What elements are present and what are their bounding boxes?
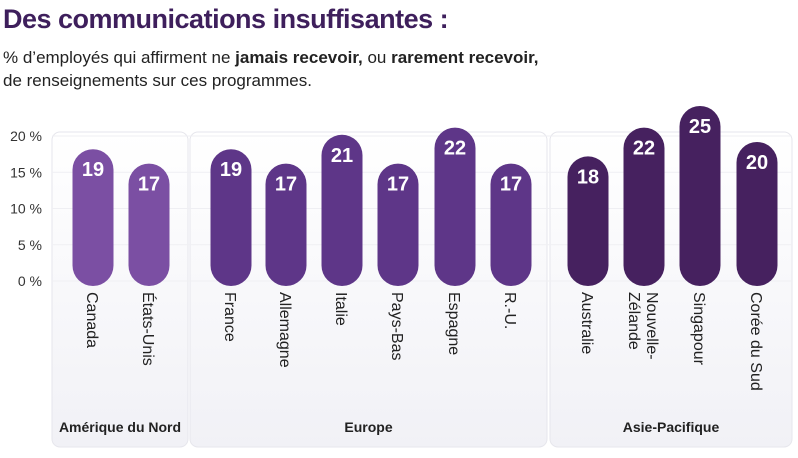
group-label: Asie-Pacifique (623, 419, 720, 435)
category-label: Canada (83, 292, 100, 348)
bar-value-label: 17 (387, 174, 409, 196)
bar (321, 134, 363, 286)
bar-value-label: 17 (138, 174, 160, 196)
y-tick-label: 5 % (18, 237, 42, 253)
category-label: Espagne (445, 292, 462, 355)
bar-value-label: 21 (331, 145, 353, 167)
bar-value-label: 19 (220, 159, 242, 181)
bar (128, 163, 170, 286)
y-tick-label: 15 % (10, 164, 42, 180)
category-label: Allemagne (276, 292, 293, 368)
bar (72, 149, 114, 286)
bar-value-label: 19 (82, 159, 104, 181)
subtitle-bold-never: jamais recevoir, (235, 48, 363, 67)
subtitle-bold-rarely: rarement recevoir, (391, 48, 539, 67)
category-label: Zélande (625, 292, 642, 350)
bar-value-label: 22 (633, 138, 655, 160)
y-tick-label: 0 % (18, 273, 42, 289)
bar (265, 163, 307, 286)
group-panel (549, 131, 793, 448)
category-label: R.-U. (501, 292, 518, 329)
category-label: Australie (578, 292, 595, 354)
category-label: France (221, 292, 238, 342)
bar-value-label: 22 (444, 138, 466, 160)
y-tick-label: 10 % (10, 201, 42, 217)
category-label: Pays-Bas (388, 292, 405, 360)
y-tick-label: 20 % (10, 128, 42, 144)
bar-value-label: 18 (577, 166, 599, 188)
category-label: Singapour (690, 292, 707, 366)
subtitle-text: ou (362, 48, 392, 67)
category-label: Italie (332, 292, 349, 326)
bar (210, 149, 252, 286)
bar (490, 163, 532, 286)
category-label: Corée du Sud (747, 292, 764, 391)
bar-value-label: 20 (746, 152, 768, 174)
bar (434, 127, 476, 286)
chart-title: Des communications insuffisantes : (3, 4, 449, 34)
category-label: États-Unis (139, 292, 158, 366)
bar (736, 142, 778, 286)
subtitle-line2: de renseignements sur ces programmes. (3, 71, 312, 90)
group-label: Europe (344, 419, 392, 435)
bar-value-label: 17 (500, 174, 522, 196)
bar (377, 163, 419, 286)
bar (567, 156, 609, 286)
bar (679, 106, 721, 286)
bar-value-label: 17 (275, 174, 297, 196)
bar (623, 127, 665, 286)
bar-value-label: 25 (689, 116, 711, 138)
group-label: Amérique du Nord (59, 419, 181, 435)
chart-subtitle: % d’employés qui affirment ne jamais rec… (3, 46, 539, 92)
subtitle-text: % d’employés qui affirment ne (3, 48, 236, 67)
category-label: Nouvelle- (643, 292, 660, 360)
